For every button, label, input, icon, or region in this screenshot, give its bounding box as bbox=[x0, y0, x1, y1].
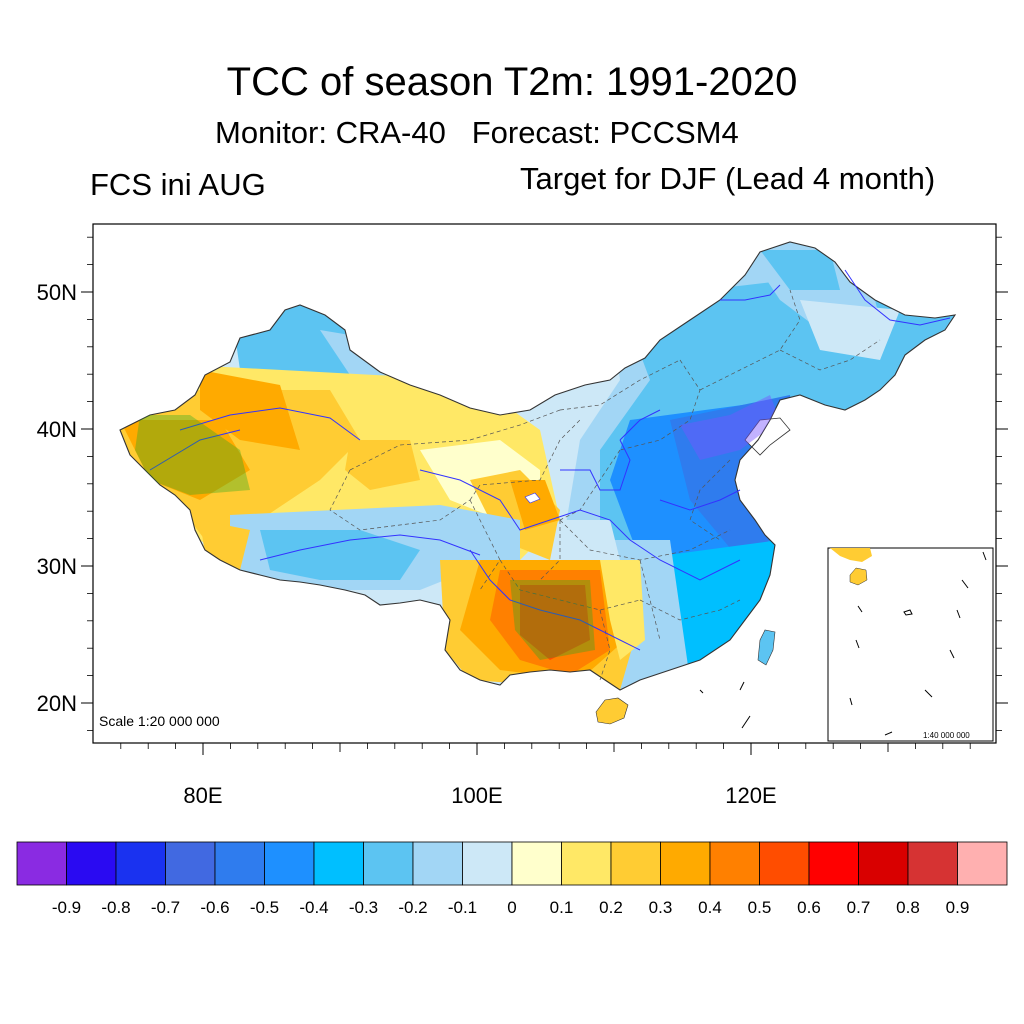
colorbar-label: -0.3 bbox=[349, 898, 378, 917]
initialization-label: FCS ini AUG bbox=[90, 167, 266, 202]
inset-scale-label: 1:40 000 000 bbox=[923, 731, 970, 740]
scale-label: Scale 1:20 000 000 bbox=[99, 713, 220, 729]
colorbar: -0.9 -0.8 -0.7 -0.6 -0.5 -0.4 -0.3 -0.2 -0.1 0 0.1… bbox=[16, 841, 1008, 917]
colorbar-label: -0.5 bbox=[250, 898, 279, 917]
colorbar-swatch bbox=[759, 841, 810, 886]
colorbar-swatch bbox=[115, 841, 166, 886]
lat-tick-label: 50N bbox=[37, 280, 77, 305]
colorbar-label: 0.8 bbox=[896, 898, 920, 917]
colorbar-label: 0.7 bbox=[847, 898, 871, 917]
lon-tick-label: 120E bbox=[725, 783, 776, 808]
lat-tick-label: 20N bbox=[37, 691, 77, 716]
colorbar-label: 0.9 bbox=[946, 898, 970, 917]
lon-tick-label: 80E bbox=[183, 783, 222, 808]
hainan-island bbox=[595, 697, 629, 725]
colorbar-swatch bbox=[363, 841, 414, 886]
colorbar-swatch bbox=[16, 841, 67, 886]
colorbar-swatch bbox=[462, 841, 513, 886]
main-map: Scale 1:20 000 000 bbox=[92, 223, 997, 744]
colorbar-label: -0.8 bbox=[101, 898, 130, 917]
colorbar-label: 0.2 bbox=[599, 898, 623, 917]
colorbar-swatch bbox=[511, 841, 562, 886]
colorbar-swatch bbox=[165, 841, 216, 886]
colorbar-swatch bbox=[808, 841, 859, 886]
colorbar-label: -0.4 bbox=[299, 898, 328, 917]
province-boundaries bbox=[329, 289, 881, 681]
colorbar-swatch bbox=[858, 841, 909, 886]
colorbar-swatch bbox=[214, 841, 265, 886]
significance-stippling bbox=[135, 395, 780, 660]
colorbar-swatch bbox=[660, 841, 711, 886]
latitude-axis: 50N 40N 30N 20N bbox=[37, 236, 1008, 731]
colorbar-swatch bbox=[264, 841, 315, 886]
colorbar-swatch bbox=[957, 841, 1008, 886]
colorbar-label: -0.2 bbox=[398, 898, 427, 917]
colorbar-swatch bbox=[907, 841, 958, 886]
colorbar-swatch bbox=[709, 841, 760, 886]
inset-hainan bbox=[849, 567, 868, 586]
colorbar-label: 0.6 bbox=[797, 898, 821, 917]
colorbar-label: 0.4 bbox=[698, 898, 722, 917]
colorbar-label: -0.6 bbox=[200, 898, 229, 917]
longitude-axis: 80E 100E 120E bbox=[120, 743, 971, 808]
plot-title: TCC of season T2m: 1991-2020 bbox=[226, 60, 798, 104]
south-china-sea-islands bbox=[699, 681, 751, 729]
colorbar-swatch bbox=[66, 841, 117, 886]
rivers bbox=[149, 269, 951, 651]
nine-dash-line bbox=[849, 551, 987, 736]
country-boundary bbox=[119, 241, 957, 691]
inset-mainland-coast bbox=[830, 548, 872, 562]
qinghai-lake bbox=[524, 492, 541, 504]
colorbar-swatch bbox=[610, 841, 661, 886]
plot-subtitle: Monitor: CRA-40 Forecast: PCCSM4 bbox=[215, 115, 739, 150]
bohai-sea bbox=[744, 417, 791, 456]
colorbar-label: -0.9 bbox=[52, 898, 81, 917]
lat-tick-label: 40N bbox=[37, 417, 77, 442]
taiwan-island bbox=[757, 629, 776, 666]
colorbar-label: 0.1 bbox=[550, 898, 574, 917]
target-label: Target for DJF (Lead 4 month) bbox=[520, 161, 936, 196]
south-china-sea-inset: 1:40 000 000 bbox=[827, 547, 994, 742]
colorbar-label: 0.5 bbox=[748, 898, 772, 917]
colorbar-swatch bbox=[313, 841, 364, 886]
lat-tick-label: 30N bbox=[37, 554, 77, 579]
lon-tick-label: 100E bbox=[451, 783, 502, 808]
colorbar-label: -0.7 bbox=[151, 898, 180, 917]
colorbar-label: -0.1 bbox=[448, 898, 477, 917]
colorbar-label: 0 bbox=[507, 898, 516, 917]
colorbar-swatch bbox=[561, 841, 612, 886]
colorbar-swatch bbox=[412, 841, 463, 886]
colorbar-label: 0.3 bbox=[649, 898, 673, 917]
